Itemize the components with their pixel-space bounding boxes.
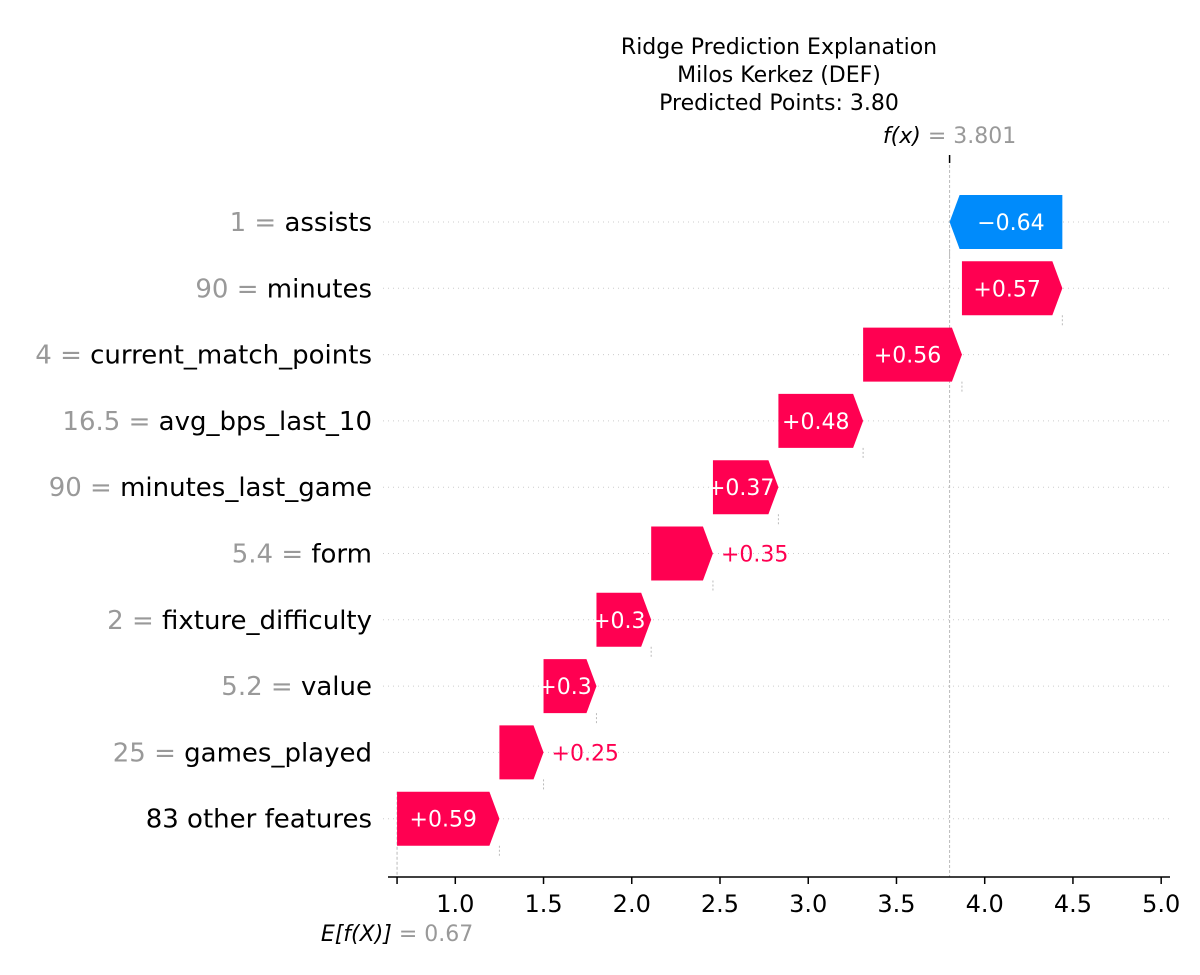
output-value-symbol: f(x) [883, 124, 928, 149]
bar-83-other-features [397, 791, 500, 846]
feature-name: assists [284, 208, 372, 238]
feature-name: games_played [184, 738, 372, 768]
feature-name: fixture_difficulty [162, 606, 372, 636]
feature-label: 16.5 = avg_bps_last_10 [62, 407, 372, 437]
feature-name: form [311, 540, 372, 570]
feature-name: minutes [267, 274, 372, 304]
feature-label: 90 = minutes [195, 274, 372, 304]
bar-label: +0.56 [874, 344, 941, 369]
x-tick-label: 1.5 [524, 890, 562, 918]
annotations: f(x) = 3.801 E[f(X)] = 0.67 [321, 124, 1016, 947]
bar-label: +0.57 [973, 277, 1040, 302]
feature-label: 4 = current_match_points [35, 341, 372, 371]
bar-value [543, 659, 597, 714]
feature-value: 5.4 = [232, 540, 312, 570]
feature-name: current_match_points [90, 341, 372, 371]
base-value-symbol: E[f(X)] [321, 922, 399, 947]
bar-minutes [961, 261, 1063, 316]
feature-value: 2 = [107, 606, 162, 636]
title-line-1: Ridge Prediction Explanation [621, 35, 937, 60]
feature-name: value [301, 672, 372, 702]
bar-label: +0.25 [552, 741, 619, 766]
base-value-label: E[f(X)] = 0.67 [321, 922, 473, 947]
title-line-2: Milos Kerkez (DEF) [677, 63, 881, 88]
bar-label: +0.37 [707, 476, 774, 501]
bar-current-match-points [863, 327, 962, 382]
feature-label: 5.4 = form [232, 540, 372, 570]
x-tick-label: 4.0 [966, 890, 1004, 918]
feature-labels: 1 = assists 90 = minutes 4 = current_match… [35, 208, 372, 835]
bar-label: +0.59 [410, 808, 477, 833]
feature-label: 25 = games_played [113, 738, 372, 768]
feature-label: 83 other features [146, 805, 372, 835]
feature-name: avg_bps_last_10 [159, 407, 372, 437]
feature-value: 25 = [113, 738, 184, 768]
chart-title: Ridge Prediction Explanation Milos Kerke… [621, 35, 937, 116]
output-value-label: f(x) = 3.801 [883, 124, 1016, 149]
feature-label: 2 = fixture_difficulty [107, 606, 372, 636]
feature-value: 1 = [230, 208, 285, 238]
feature-value: 5.2 = [221, 672, 301, 702]
bar-label: +0.3 [538, 675, 591, 700]
bars-layer: −0.64 +0.57 +0.56 +0.48 +0.37 +0.35 +0.3 +0.3 +0… [397, 195, 1063, 846]
feature-value: 90 = [195, 274, 266, 304]
x-axis: 1.0 1.5 2.0 2.5 3.0 3.5 4.0 4.5 5.0 [388, 876, 1180, 918]
feature-label: 5.2 = value [221, 672, 372, 702]
bar-form [651, 526, 713, 581]
feature-value: 4 = [35, 341, 90, 371]
x-tick-label: 3.5 [877, 890, 915, 918]
feature-value: 90 = [49, 473, 120, 503]
feature-value: 16.5 = [62, 407, 158, 437]
bar-label: +0.3 [592, 609, 645, 634]
feature-name: 83 other features [146, 805, 372, 835]
feature-label: 1 = assists [230, 208, 372, 238]
bar-avg-bps-last-10 [778, 393, 864, 448]
feature-name: minutes_last_game [120, 473, 372, 503]
x-tick-label: 4.5 [1054, 890, 1092, 918]
feature-label: 90 = minutes_last_game [49, 473, 372, 503]
output-value-number: = 3.801 [928, 124, 1016, 149]
x-tick-label: 5.0 [1142, 890, 1180, 918]
bar-label: +0.48 [782, 410, 849, 435]
x-tick-label: 2.0 [613, 890, 651, 918]
base-value-number: = 0.67 [399, 922, 473, 947]
bar-games-played [499, 725, 544, 780]
bar-fixture-difficulty [596, 592, 652, 647]
x-tick-label: 1.0 [436, 890, 474, 918]
bar-assists [949, 195, 1063, 249]
bar-label: −0.64 [977, 211, 1044, 236]
bar-minutes-last-game [712, 460, 779, 515]
bar-label: +0.35 [721, 543, 788, 568]
x-tick-label: 2.5 [701, 890, 739, 918]
x-tick-label: 3.0 [789, 890, 827, 918]
title-line-3: Predicted Points: 3.80 [659, 91, 899, 116]
